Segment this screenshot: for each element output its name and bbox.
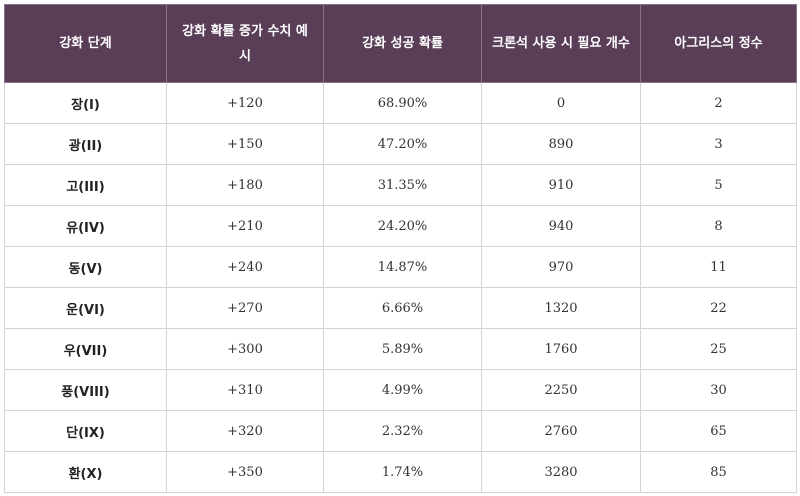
table-body: 장(I) +120 68.90% 0 2 광(II) +150 47.20% 8… [4,82,797,493]
cell-cronstone: 970 [481,246,641,288]
cell-agris: 22 [640,287,797,329]
cell-success-rate: 24.20% [323,205,482,247]
enhancement-table-container: 강화 단계 강화 확률 증가 수치 예시 강화 성공 확률 크론석 사용 시 필… [4,4,797,493]
cell-stage: 유(IV) [4,205,167,247]
header-enhancement-stage: 강화 단계 [4,4,167,83]
cell-stage: 단(IX) [4,410,167,452]
cell-success-rate: 4.99% [323,369,482,411]
header-success-rate: 강화 성공 확률 [323,4,482,83]
cell-stage: 환(X) [4,451,167,493]
cell-success-rate: 2.32% [323,410,482,452]
table-row: 운(VI) +270 6.66% 1320 22 [4,287,797,329]
table-row: 유(IV) +210 24.20% 940 8 [4,205,797,247]
cell-stage: 풍(VIII) [4,369,167,411]
cell-agris: 25 [640,328,797,370]
cell-cronstone: 890 [481,123,641,165]
cell-agris: 2 [640,82,797,124]
table-row: 풍(VIII) +310 4.99% 2250 30 [4,369,797,411]
cell-cronstone: 2760 [481,410,641,452]
cell-agris: 5 [640,164,797,206]
cell-cronstone: 0 [481,82,641,124]
cell-increase: +300 [166,328,324,370]
header-agris-essence: 아그리스의 정수 [640,4,797,83]
table-row: 동(V) +240 14.87% 970 11 [4,246,797,288]
cell-success-rate: 1.74% [323,451,482,493]
cell-agris: 8 [640,205,797,247]
cell-agris: 11 [640,246,797,288]
cell-cronstone: 1320 [481,287,641,329]
cell-increase: +240 [166,246,324,288]
table-row: 고(III) +180 31.35% 910 5 [4,164,797,206]
cell-success-rate: 47.20% [323,123,482,165]
cell-success-rate: 5.89% [323,328,482,370]
cell-success-rate: 6.66% [323,287,482,329]
cell-agris: 30 [640,369,797,411]
cell-success-rate: 14.87% [323,246,482,288]
cell-cronstone: 2250 [481,369,641,411]
cell-increase: +350 [166,451,324,493]
cell-stage: 장(I) [4,82,167,124]
cell-agris: 65 [640,410,797,452]
cell-increase: +180 [166,164,324,206]
cell-cronstone: 910 [481,164,641,206]
cell-success-rate: 31.35% [323,164,482,206]
cell-increase: +320 [166,410,324,452]
cell-increase: +310 [166,369,324,411]
cell-increase: +120 [166,82,324,124]
table-row: 광(II) +150 47.20% 890 3 [4,123,797,165]
header-row: 강화 단계 강화 확률 증가 수치 예시 강화 성공 확률 크론석 사용 시 필… [4,4,797,83]
table-row: 장(I) +120 68.90% 0 2 [4,82,797,124]
table-row: 단(IX) +320 2.32% 2760 65 [4,410,797,452]
cell-stage: 광(II) [4,123,167,165]
cell-increase: +270 [166,287,324,329]
cell-agris: 85 [640,451,797,493]
cell-stage: 우(VII) [4,328,167,370]
enhancement-table: 강화 단계 강화 확률 증가 수치 예시 강화 성공 확률 크론석 사용 시 필… [4,4,797,493]
cell-cronstone: 3280 [481,451,641,493]
cell-stage: 운(VI) [4,287,167,329]
cell-agris: 3 [640,123,797,165]
cell-increase: +210 [166,205,324,247]
cell-cronstone: 940 [481,205,641,247]
header-probability-increase-example: 강화 확률 증가 수치 예시 [166,4,324,83]
table-row: 우(VII) +300 5.89% 1760 25 [4,328,797,370]
cell-cronstone: 1760 [481,328,641,370]
cell-increase: +150 [166,123,324,165]
table-header: 강화 단계 강화 확률 증가 수치 예시 강화 성공 확률 크론석 사용 시 필… [4,4,797,83]
cell-stage: 고(III) [4,164,167,206]
table-row: 환(X) +350 1.74% 3280 85 [4,451,797,493]
header-cronstone-count: 크론석 사용 시 필요 개수 [481,4,641,83]
cell-success-rate: 68.90% [323,82,482,124]
cell-stage: 동(V) [4,246,167,288]
